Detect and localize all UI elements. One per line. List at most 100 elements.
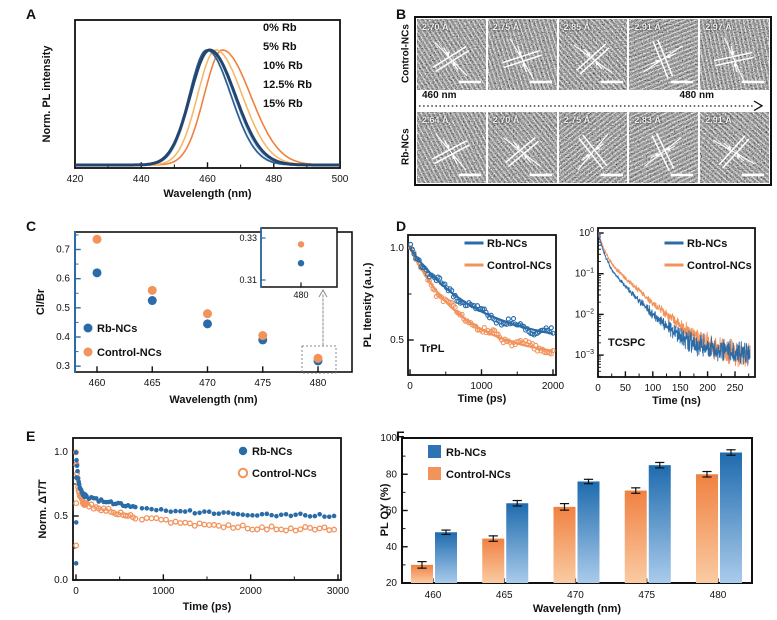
ta-point [197, 510, 202, 516]
tick-label: 480 [265, 174, 282, 185]
marker-line [724, 37, 745, 81]
scatter-point [313, 353, 323, 363]
lattice-fringes-overlay [417, 19, 486, 90]
legend-label: Control-NCs [97, 347, 162, 359]
tick-label: 100 [380, 433, 397, 444]
panel-f-ylabel: PL QY (%) [379, 483, 391, 536]
decay-point [452, 292, 458, 298]
decay-point [548, 325, 554, 331]
tem-annotations [432, 41, 482, 84]
cross-line [434, 41, 468, 77]
tem-annotations [576, 133, 623, 177]
tick-label: 0.5 [54, 511, 68, 522]
tick-label: 250 [727, 383, 744, 394]
tick-label: 40 [386, 542, 398, 553]
ta-point [73, 450, 79, 455]
ta-point [278, 512, 284, 518]
ta-point [153, 515, 160, 522]
legend-swatch [428, 467, 441, 480]
lattice-marker [714, 37, 755, 81]
lattice-spacing-label: 2.75 Å [492, 22, 520, 32]
ta-point [283, 511, 289, 517]
spacing-arrow-head [655, 153, 661, 158]
bar [720, 452, 742, 583]
tick-label: 475 [254, 378, 271, 389]
decay-point [474, 327, 481, 333]
cross-line [713, 139, 755, 165]
bar [506, 503, 529, 583]
ta-point [230, 511, 236, 516]
ta-point [73, 542, 80, 549]
bar [435, 532, 457, 583]
tick-label: 0.4 [56, 332, 70, 343]
ta-point [230, 525, 237, 531]
decay-point [550, 330, 556, 336]
ta-point [321, 524, 328, 531]
tspan: −3 [586, 349, 594, 356]
spacing-arrow-head [452, 61, 457, 67]
decay-point [428, 282, 434, 288]
ta-point [178, 508, 183, 514]
ta-point [206, 509, 212, 515]
tick-label: 1.0 [54, 447, 68, 458]
cross-line [509, 38, 534, 80]
ta-point [221, 510, 226, 515]
tick-label: 50 [620, 383, 632, 394]
ta-point [138, 516, 145, 523]
noise-rect [417, 19, 486, 90]
decay-point [533, 342, 539, 348]
marker-line [573, 44, 612, 74]
ta-point [297, 526, 304, 533]
ta-point [173, 508, 178, 514]
panel-b-label: B [396, 6, 407, 22]
tick-label: 1000 [470, 381, 493, 392]
panel-d2-annotation: TCSPC [608, 337, 645, 349]
tick-label: 0.3 [56, 361, 70, 372]
spectrum-curve [75, 48, 340, 167]
noise-rect [700, 19, 769, 90]
ta-point [158, 516, 165, 523]
spacing-arrow-head [585, 154, 590, 159]
scatter-point [203, 319, 212, 329]
decay-point [459, 311, 465, 317]
tick-label: 150 [672, 383, 689, 394]
tick-label: 460 [89, 378, 106, 389]
tick-label: 3000 [327, 586, 350, 597]
tick-label: 420 [67, 174, 84, 185]
tem-image-tile: 2.70 Å [417, 19, 486, 90]
panel-d1-xlabel: Time (ps) [458, 393, 507, 405]
ta-point [143, 515, 150, 521]
tick-label: 460 [199, 174, 216, 185]
tick-label: 20 [386, 578, 398, 589]
lattice-spacing-label: 2.75 Å [563, 115, 591, 125]
arrow-start-label: 460 nm [422, 90, 457, 101]
ta-point [287, 525, 294, 532]
bar [482, 538, 505, 583]
panel-d1-annotation: TrPL [420, 343, 445, 355]
cross-line [573, 44, 612, 74]
ta-point [172, 518, 179, 525]
decay-point [437, 275, 443, 281]
tem-image-tile: 2.75 Å [558, 112, 628, 183]
ta-point [74, 463, 80, 468]
scatter-point [258, 331, 268, 341]
ta-point [312, 513, 318, 519]
legend-label: Rb-NCs [487, 238, 527, 250]
panel-d-label: D [396, 218, 407, 234]
legend-label: Rb-NCs [252, 446, 292, 458]
tspan: 10 [575, 309, 587, 320]
marker-line [713, 139, 755, 165]
ta-point [73, 520, 79, 525]
tspan: −1 [586, 268, 594, 275]
tick-label: 10−1 [575, 268, 594, 280]
ta-point [311, 526, 318, 533]
ta-point [225, 522, 232, 528]
ta-point [154, 507, 159, 513]
panel-a-ylabel: Norm. PL intensity [41, 45, 53, 143]
ta-point [211, 521, 217, 528]
tem-image-tile: 2.85 Å [558, 19, 628, 90]
panel-f-label: F [396, 428, 405, 444]
ta-point [307, 514, 313, 519]
tick-label: 2000 [240, 586, 263, 597]
